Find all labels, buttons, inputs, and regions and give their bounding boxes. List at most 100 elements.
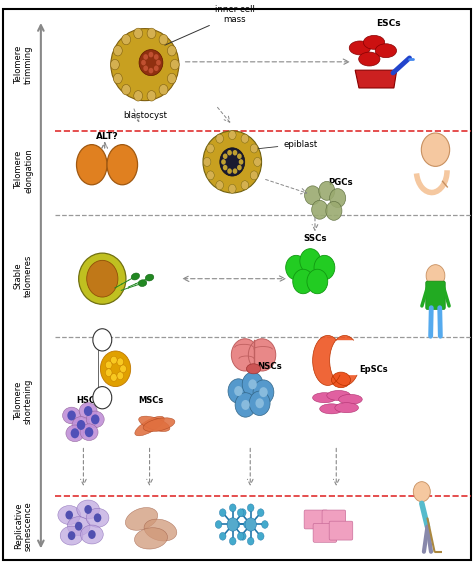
Circle shape — [228, 379, 249, 403]
Circle shape — [65, 511, 73, 520]
Circle shape — [216, 181, 223, 190]
Text: ALT?: ALT? — [96, 132, 118, 141]
Ellipse shape — [349, 41, 371, 55]
Circle shape — [105, 361, 112, 369]
Circle shape — [229, 537, 236, 545]
Ellipse shape — [220, 148, 245, 176]
Ellipse shape — [63, 407, 81, 424]
Circle shape — [147, 91, 156, 101]
Circle shape — [105, 369, 112, 377]
Circle shape — [239, 159, 244, 165]
Circle shape — [94, 513, 101, 522]
Ellipse shape — [79, 403, 97, 419]
Circle shape — [110, 374, 117, 381]
Circle shape — [113, 73, 122, 84]
Circle shape — [242, 372, 263, 396]
Circle shape — [134, 91, 143, 101]
FancyBboxPatch shape — [426, 281, 445, 310]
Circle shape — [141, 60, 146, 65]
Ellipse shape — [111, 29, 179, 101]
Circle shape — [286, 256, 307, 280]
Circle shape — [117, 358, 124, 366]
FancyBboxPatch shape — [304, 510, 328, 529]
Circle shape — [237, 533, 244, 540]
Circle shape — [87, 260, 118, 297]
Ellipse shape — [58, 506, 81, 525]
Circle shape — [227, 168, 232, 174]
Circle shape — [154, 54, 159, 60]
Circle shape — [247, 504, 254, 512]
Text: Stable
telomeres: Stable telomeres — [14, 254, 33, 297]
Circle shape — [228, 184, 236, 193]
Text: SSCs: SSCs — [303, 234, 327, 243]
Circle shape — [312, 200, 328, 219]
Circle shape — [154, 65, 159, 71]
Circle shape — [113, 46, 122, 56]
Circle shape — [147, 28, 156, 39]
Text: EpSCs: EpSCs — [359, 365, 388, 374]
Circle shape — [85, 427, 93, 437]
Text: Telomere
elongation: Telomere elongation — [14, 148, 33, 193]
Text: inner cell
mass: inner cell mass — [165, 5, 255, 45]
FancyBboxPatch shape — [313, 524, 337, 542]
Ellipse shape — [335, 403, 358, 413]
Ellipse shape — [246, 364, 261, 374]
Ellipse shape — [143, 418, 175, 431]
Ellipse shape — [139, 416, 170, 431]
Circle shape — [249, 391, 270, 415]
Circle shape — [67, 410, 76, 421]
Circle shape — [314, 256, 335, 280]
Text: ESCs: ESCs — [376, 19, 401, 28]
Ellipse shape — [138, 280, 147, 287]
Circle shape — [219, 509, 226, 517]
Circle shape — [300, 249, 320, 273]
Circle shape — [215, 521, 222, 529]
Circle shape — [170, 60, 179, 70]
Circle shape — [241, 400, 250, 410]
Circle shape — [255, 398, 264, 408]
Circle shape — [148, 68, 154, 73]
Circle shape — [227, 150, 232, 155]
Ellipse shape — [364, 35, 385, 50]
Circle shape — [71, 428, 79, 439]
Circle shape — [216, 134, 223, 143]
Ellipse shape — [319, 404, 343, 414]
Circle shape — [237, 509, 244, 517]
Ellipse shape — [72, 417, 90, 434]
Circle shape — [167, 46, 176, 56]
Circle shape — [233, 521, 240, 529]
Circle shape — [110, 356, 117, 364]
Ellipse shape — [359, 52, 380, 66]
Circle shape — [426, 265, 445, 287]
Ellipse shape — [80, 424, 98, 440]
Text: MSCs: MSCs — [138, 396, 164, 405]
Circle shape — [122, 34, 131, 45]
Ellipse shape — [313, 393, 336, 403]
Circle shape — [244, 521, 250, 529]
Circle shape — [233, 168, 237, 174]
Circle shape — [227, 518, 238, 531]
Circle shape — [229, 504, 236, 512]
Circle shape — [234, 386, 243, 396]
Ellipse shape — [203, 131, 262, 193]
Ellipse shape — [248, 339, 276, 371]
Ellipse shape — [338, 394, 362, 404]
Circle shape — [239, 533, 246, 540]
Ellipse shape — [77, 500, 100, 519]
Circle shape — [223, 154, 228, 159]
Circle shape — [421, 133, 450, 167]
Circle shape — [223, 165, 228, 171]
Ellipse shape — [231, 339, 259, 371]
Ellipse shape — [86, 411, 104, 428]
Circle shape — [207, 171, 214, 180]
Ellipse shape — [126, 508, 158, 530]
Circle shape — [68, 531, 75, 540]
Ellipse shape — [86, 508, 109, 528]
Circle shape — [239, 509, 246, 517]
Circle shape — [159, 34, 168, 45]
Circle shape — [326, 202, 342, 220]
Text: blastocyst: blastocyst — [123, 111, 167, 120]
Circle shape — [254, 158, 261, 167]
Ellipse shape — [60, 526, 83, 545]
Circle shape — [110, 60, 119, 70]
